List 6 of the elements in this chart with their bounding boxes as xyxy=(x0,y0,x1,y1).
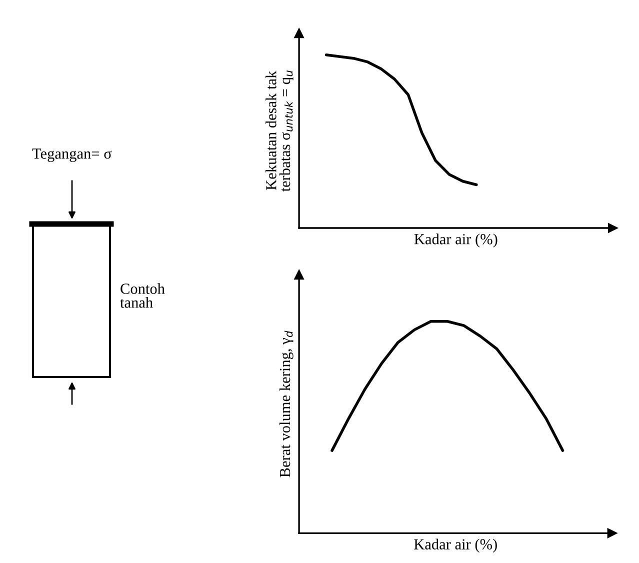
y-axis-title: Kekuatan desak tak terbatas σ$_{untuk}$ = q$_{u}$ xyxy=(266,70,294,192)
x-axis-title: Kadar air (%) xyxy=(414,234,498,248)
text: Tegangan= σ xyxy=(32,148,112,162)
x-axis-title: Kadar air (%) xyxy=(414,538,497,553)
text: Contoh tanah xyxy=(120,283,165,308)
y-axis-title: Berat volume kering, γ$_{d}$ xyxy=(279,330,294,478)
